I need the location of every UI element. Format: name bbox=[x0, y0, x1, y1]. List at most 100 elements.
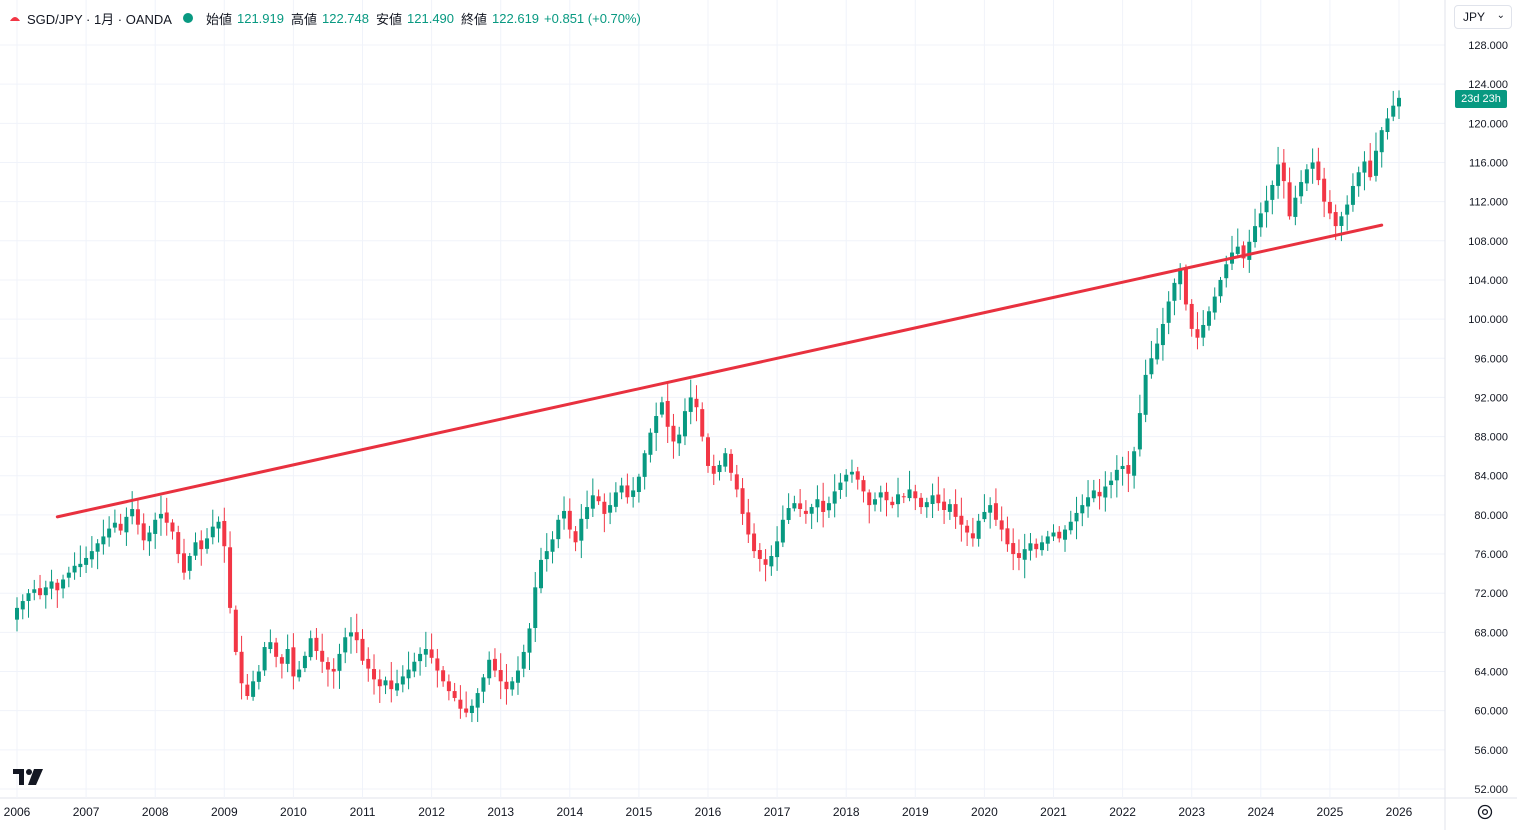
candle-body bbox=[1063, 529, 1068, 540]
y-tick-label: 108.000 bbox=[1468, 236, 1508, 248]
candle-body bbox=[999, 520, 1004, 530]
candle bbox=[15, 597, 19, 632]
candle-body bbox=[1143, 374, 1148, 415]
y-tick-label: 68.000 bbox=[1474, 627, 1508, 639]
low-label: 安値 bbox=[376, 11, 403, 27]
bar-countdown-tag: 23d 23h bbox=[1455, 90, 1507, 108]
x-tick-label: 2017 bbox=[764, 805, 791, 819]
candle bbox=[153, 512, 158, 549]
candle bbox=[1345, 195, 1350, 231]
candle-body bbox=[608, 505, 613, 513]
candle-body bbox=[377, 679, 382, 687]
symbol-title[interactable]: SGD/JPY · 1月 · OANDA bbox=[27, 11, 172, 27]
candle-body bbox=[325, 662, 330, 670]
candle-body bbox=[1155, 343, 1160, 360]
candle-body bbox=[1310, 162, 1315, 169]
candle bbox=[302, 651, 307, 673]
candle bbox=[320, 633, 325, 673]
candle bbox=[510, 677, 515, 696]
candle bbox=[924, 497, 929, 518]
candle bbox=[631, 477, 636, 508]
candle-body bbox=[1097, 491, 1102, 497]
candle-body bbox=[256, 671, 261, 682]
candle-body bbox=[867, 492, 872, 506]
candle-body bbox=[1201, 324, 1206, 338]
candle bbox=[677, 426, 682, 456]
candle bbox=[222, 507, 227, 563]
candle bbox=[792, 495, 797, 512]
candle-body bbox=[297, 669, 302, 678]
trendline[interactable] bbox=[55, 223, 1384, 519]
candle-body bbox=[567, 510, 572, 530]
candle-body bbox=[648, 432, 653, 455]
candle-body bbox=[130, 509, 135, 517]
candle-body bbox=[1086, 497, 1091, 507]
candle bbox=[890, 496, 895, 509]
candle bbox=[913, 484, 918, 511]
candle bbox=[481, 674, 486, 704]
candle bbox=[706, 433, 710, 473]
y-tick-label: 60.000 bbox=[1474, 706, 1508, 718]
candle-body bbox=[354, 632, 359, 641]
candle-body bbox=[976, 520, 981, 539]
candle-body bbox=[1172, 282, 1177, 301]
candle-body bbox=[936, 494, 941, 504]
candle bbox=[187, 552, 192, 580]
candle-body bbox=[268, 642, 273, 650]
candle-body bbox=[1039, 542, 1044, 551]
candle bbox=[838, 473, 843, 499]
candle bbox=[348, 617, 353, 654]
x-tick-label: 2014 bbox=[556, 805, 583, 819]
x-tick-label: 2007 bbox=[73, 805, 100, 819]
candle-body bbox=[832, 491, 837, 504]
candle bbox=[1299, 170, 1304, 204]
candle bbox=[1034, 538, 1039, 558]
x-tick-label: 2022 bbox=[1109, 805, 1136, 819]
candle bbox=[274, 637, 279, 668]
candle bbox=[331, 658, 336, 689]
candle-body bbox=[896, 494, 901, 505]
candle-body bbox=[1350, 185, 1355, 205]
gear-icon[interactable] bbox=[1476, 803, 1494, 821]
candle-body bbox=[187, 556, 192, 571]
candle bbox=[861, 475, 866, 503]
candle bbox=[256, 664, 261, 690]
candle-body bbox=[1183, 267, 1188, 305]
x-tick-label: 2018 bbox=[833, 805, 860, 819]
candle-body bbox=[872, 499, 877, 505]
candle bbox=[815, 485, 820, 523]
candle bbox=[694, 385, 699, 422]
candle bbox=[1166, 291, 1171, 335]
candle bbox=[55, 579, 60, 608]
time-axis[interactable]: 2006 2007 2008 2009 2010 2011 2012 2013 2014 2015… bbox=[4, 805, 1413, 819]
trendline-layer[interactable] bbox=[55, 223, 1384, 519]
candle-body bbox=[1045, 536, 1050, 544]
candle bbox=[233, 605, 238, 656]
candle bbox=[798, 489, 803, 517]
candle bbox=[446, 674, 451, 701]
tradingview-logo-icon[interactable] bbox=[12, 768, 44, 786]
candle bbox=[1137, 394, 1142, 457]
candle bbox=[1281, 149, 1286, 199]
candle-body bbox=[164, 512, 169, 523]
candle-body bbox=[959, 515, 964, 525]
candle bbox=[239, 635, 244, 700]
candle bbox=[314, 628, 319, 660]
candle bbox=[210, 509, 215, 545]
candle bbox=[849, 459, 854, 483]
y-tick-label: 52.000 bbox=[1474, 784, 1508, 796]
candle bbox=[982, 494, 987, 523]
candle bbox=[435, 648, 440, 688]
x-tick-label: 2011 bbox=[350, 805, 376, 819]
candle-body bbox=[688, 397, 693, 412]
currency-dropdown[interactable]: JPY ⌄ bbox=[1454, 5, 1512, 29]
candle bbox=[1247, 229, 1252, 273]
candle bbox=[711, 454, 716, 485]
candle-body bbox=[1028, 543, 1033, 551]
price-axis[interactable]: 128.000 124.000 120.000 116.000 112.000 108.0… bbox=[1468, 40, 1508, 796]
candle-body bbox=[590, 495, 595, 509]
candle bbox=[1005, 516, 1010, 552]
candle-body bbox=[181, 553, 186, 573]
